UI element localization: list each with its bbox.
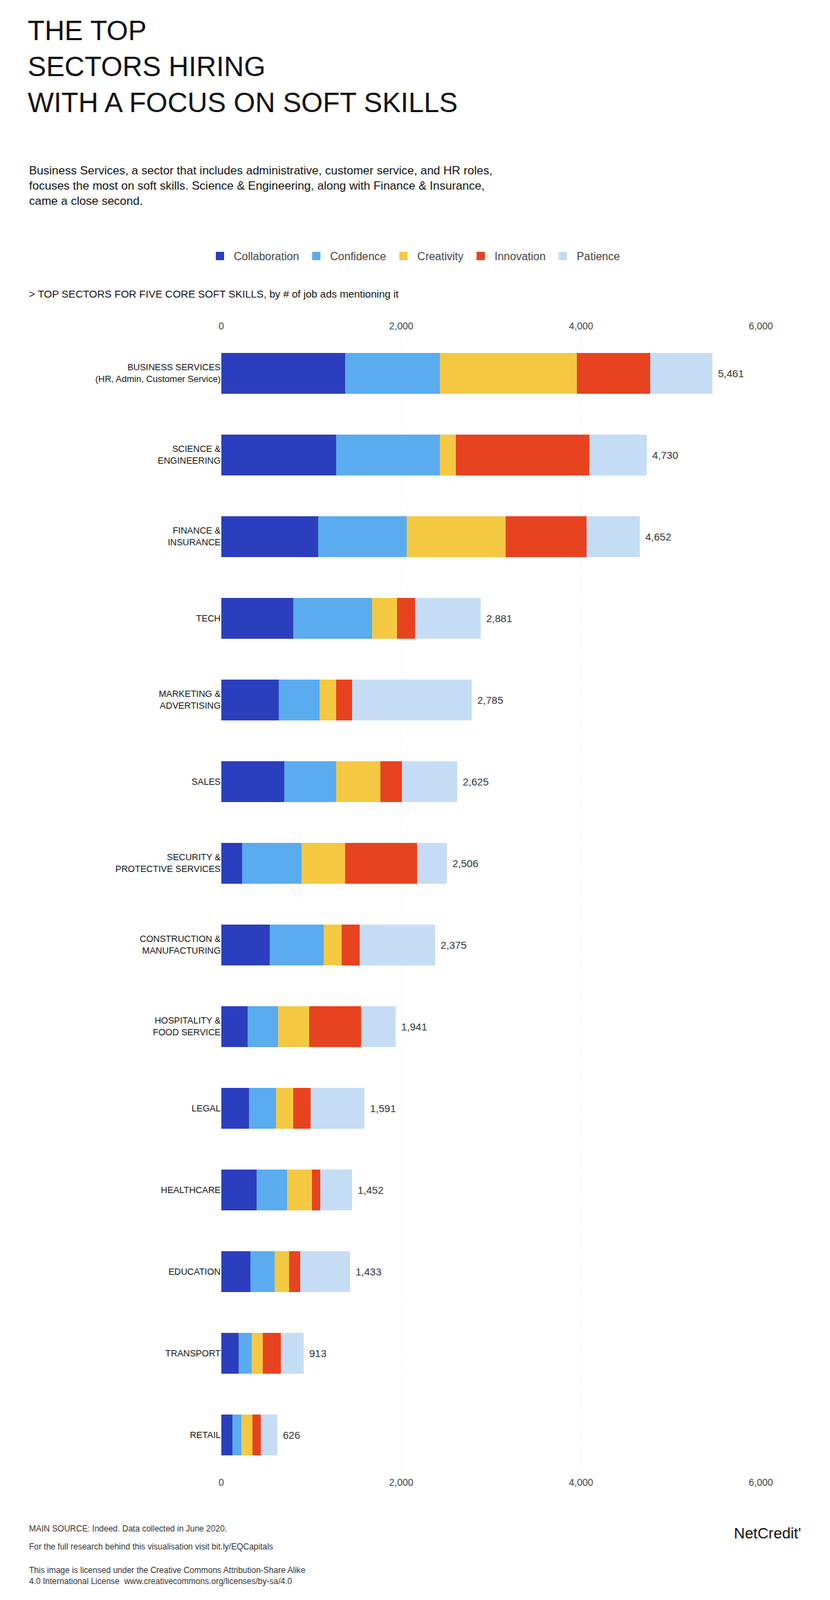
svg-text:EDUCATION: EDUCATION — [168, 1265, 221, 1277]
svg-text:2,000: 2,000 — [388, 320, 413, 332]
svg-text:0: 0 — [218, 1476, 225, 1488]
svg-text:2,506: 2,506 — [452, 856, 479, 869]
svg-text:Patience: Patience — [576, 250, 620, 263]
svg-text:2,625: 2,625 — [462, 775, 490, 788]
svg-text:5,461: 5,461 — [717, 367, 745, 380]
svg-text:For the full research behind t: For the full research behind this visual… — [29, 1541, 274, 1551]
svg-text:Business Services, a sector th: Business Services, a sector that include… — [29, 163, 493, 208]
svg-text:Collaboration: Collaboration — [233, 250, 299, 263]
svg-text:2,000: 2,000 — [388, 1476, 413, 1488]
svg-text:THE TOPSECTORS HIRINGWITH A FO: THE TOPSECTORS HIRINGWITH A FOCUS ON SOF… — [27, 15, 458, 118]
svg-text:4,652: 4,652 — [645, 530, 672, 543]
svg-text:6,000: 6,000 — [748, 320, 773, 332]
svg-text:LEGAL: LEGAL — [191, 1102, 221, 1113]
svg-text:TRANSPORT: TRANSPORT — [165, 1347, 221, 1358]
svg-text:HOSPITALITY &FOOD SERVICE: HOSPITALITY &FOOD SERVICE — [152, 1014, 221, 1037]
svg-text:1,433: 1,433 — [355, 1265, 382, 1277]
svg-text:BUSINESS SERVICES(HR, Admin, C: BUSINESS SERVICES(HR, Admin, Customer Se… — [95, 361, 222, 384]
svg-text:SCIENCE &ENGINEERING: SCIENCE &ENGINEERING — [157, 443, 221, 466]
svg-text:NetCredit': NetCredit' — [733, 1523, 801, 1542]
svg-text:626: 626 — [282, 1428, 301, 1441]
svg-text:MAIN SOURCE: Indeed. Data coll: MAIN SOURCE: Indeed. Data collected in J… — [29, 1523, 227, 1533]
svg-text:This image is licensed under t: This image is licensed under the Creativ… — [29, 1564, 306, 1586]
svg-text:RETAIL: RETAIL — [189, 1428, 221, 1440]
svg-text:4,000: 4,000 — [568, 1476, 593, 1488]
svg-text:Innovation: Innovation — [494, 250, 546, 263]
svg-text:1,591: 1,591 — [370, 1101, 397, 1114]
svg-text:SALES: SALES — [191, 776, 221, 787]
svg-text:2,375: 2,375 — [440, 938, 467, 951]
svg-text:2,881: 2,881 — [486, 612, 513, 624]
svg-text:913: 913 — [309, 1346, 327, 1359]
svg-text:1,941: 1,941 — [401, 1020, 428, 1032]
svg-text:Confidence: Confidence — [329, 250, 386, 263]
svg-text:1,452: 1,452 — [357, 1183, 384, 1196]
svg-text:0: 0 — [218, 320, 225, 332]
svg-text:CONSTRUCTION &MANUFACTURING: CONSTRUCTION &MANUFACTURING — [139, 933, 221, 956]
svg-text:SECURITY &PROTECTIVE SERVICES: SECURITY &PROTECTIVE SERVICES — [115, 851, 222, 874]
svg-text:HEALTHCARE: HEALTHCARE — [161, 1184, 222, 1195]
svg-text:FINANCE &INSURANCE: FINANCE &INSURANCE — [167, 524, 221, 548]
svg-text:TECH: TECH — [196, 612, 221, 624]
svg-text:> TOP SECTORS FOR FIVE CORE SO: > TOP SECTORS FOR FIVE CORE SOFT SKILLS,… — [29, 287, 400, 300]
svg-text:4,000: 4,000 — [568, 320, 593, 332]
svg-text:4,730: 4,730 — [652, 448, 679, 461]
svg-text:Creativity: Creativity — [417, 250, 464, 263]
svg-text:6,000: 6,000 — [748, 1476, 773, 1488]
svg-text:MARKETING &ADVERTISING: MARKETING &ADVERTISING — [158, 688, 221, 711]
svg-text:2,785: 2,785 — [477, 693, 504, 706]
